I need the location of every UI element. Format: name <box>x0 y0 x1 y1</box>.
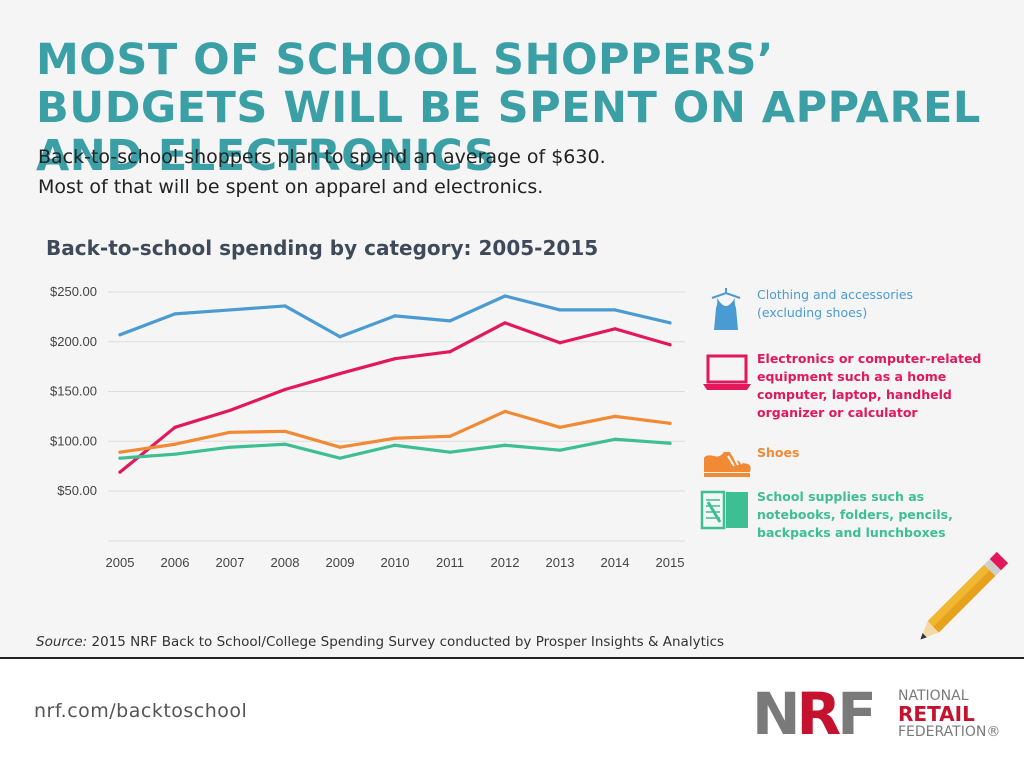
background-panel <box>0 0 1024 657</box>
x-tick-label: 2014 <box>601 555 630 570</box>
y-tick-label: $150.00 <box>50 384 97 399</box>
data-point-electronics <box>613 327 617 331</box>
nrf-logo-words: NATIONAL RETAIL FEDERATION® <box>898 688 1000 740</box>
data-point-supplies <box>393 443 397 447</box>
data-point-clothing <box>448 319 452 323</box>
x-tick-label: 2009 <box>326 555 355 570</box>
data-point-shoes <box>338 445 342 449</box>
data-point-electronics <box>503 321 507 325</box>
logo-letter-f: F <box>837 680 877 748</box>
data-point-electronics <box>393 357 397 361</box>
data-point-clothing <box>613 308 617 312</box>
legend-label-clothing: Clothing and accessories <box>757 287 914 302</box>
data-point-supplies <box>503 443 507 447</box>
data-point-clothing <box>228 308 232 312</box>
data-point-clothing <box>338 335 342 339</box>
data-point-shoes <box>558 425 562 429</box>
x-tick-label: 2007 <box>216 555 245 570</box>
y-tick-label: $50.00 <box>57 483 97 498</box>
y-tick-label: $250.00 <box>50 284 97 299</box>
nrf-logo: NRF NATIONAL RETAIL FEDERATION® <box>752 685 1002 743</box>
data-point-clothing <box>173 312 177 316</box>
subtitle-line-1: Back-to-school shoppers plan to spend an… <box>38 146 606 168</box>
data-point-supplies <box>338 456 342 460</box>
data-point-shoes <box>668 421 672 425</box>
data-point-supplies <box>668 441 672 445</box>
notebook-icon <box>700 490 748 530</box>
shoe-icon <box>704 452 751 477</box>
data-point-electronics <box>668 343 672 347</box>
x-tick-label: 2015 <box>656 555 685 570</box>
legend-label-shoes: Shoes <box>757 445 800 460</box>
page-title: MOST OF SCHOOL SHOPPERS’ BUDGETS WILL BE… <box>36 35 981 181</box>
x-tick-label: 2013 <box>546 555 575 570</box>
data-point-supplies <box>283 442 287 446</box>
legend-item-shoes: Shoes <box>700 440 987 484</box>
line-chart: $50.00 $100.00 $150.00 $200.00 $250.00 2005 20… <box>50 284 685 570</box>
data-point-electronics <box>338 371 342 376</box>
legend-note-clothing: (excluding shoes) <box>757 305 868 320</box>
x-tick-label: 2012 <box>491 555 520 570</box>
data-point-shoes <box>503 409 507 413</box>
data-point-shoes <box>448 434 452 438</box>
data-point-clothing <box>503 294 507 298</box>
laptop-icon <box>703 354 751 390</box>
x-tick-label: 2005 <box>106 555 135 570</box>
data-point-shoes <box>283 429 287 433</box>
logo-letter-n: N <box>752 680 801 748</box>
logo-word-retail: RETAIL <box>898 702 975 726</box>
legend-item-supplies: School supplies such as notebooks, folde… <box>700 488 987 542</box>
page-subtitle: Back-to-school shoppers plan to spend an… <box>38 142 606 202</box>
legend-label-electronics: Electronics or computer-related equipmen… <box>757 351 982 420</box>
data-point-electronics <box>118 470 122 474</box>
footer-url[interactable]: nrf.com/backtoschool <box>34 700 248 722</box>
data-point-electronics <box>558 341 562 345</box>
footer-divider <box>0 657 1024 659</box>
data-point-supplies <box>118 456 122 460</box>
data-point-shoes <box>393 436 397 440</box>
y-tick-label: $200.00 <box>50 334 97 349</box>
data-point-electronics <box>173 425 177 429</box>
source-label: Source: <box>36 634 88 650</box>
data-point-shoes <box>118 450 122 454</box>
data-point-supplies <box>558 448 562 452</box>
data-point-electronics <box>228 408 232 413</box>
data-point-supplies <box>613 437 617 441</box>
pencil-icon <box>920 551 1009 640</box>
data-point-clothing <box>558 308 562 312</box>
shirt-icon <box>711 288 741 330</box>
data-point-clothing <box>283 304 287 308</box>
data-point-supplies <box>228 445 232 449</box>
data-point-shoes <box>173 442 177 446</box>
legend-item-clothing: Clothing and accessories (excluding shoe… <box>700 286 987 330</box>
logo-letter-r: R <box>796 680 842 748</box>
data-point-electronics <box>448 350 452 354</box>
data-point-supplies <box>448 450 452 454</box>
nrf-logo-mark: NRF <box>752 685 877 743</box>
x-tick-label: 2006 <box>161 555 190 570</box>
y-tick-label: $100.00 <box>50 433 97 448</box>
source-note: Source: 2015 NRF Back to School/College … <box>36 634 724 650</box>
source-text: 2015 NRF Back to School/College Spending… <box>87 634 725 650</box>
logo-registered-mark: ® <box>986 724 1001 740</box>
data-point-supplies <box>173 452 177 456</box>
data-point-clothing <box>393 314 397 318</box>
subtitle-line-2: Most of that will be spent on apparel an… <box>38 176 544 198</box>
legend-label-supplies: School supplies such as notebooks, folde… <box>757 489 953 540</box>
data-point-electronics <box>283 387 287 392</box>
series-line-supplies <box>118 437 672 460</box>
data-point-clothing <box>668 321 672 325</box>
x-tick-label: 2011 <box>436 555 464 570</box>
logo-word-national: NATIONAL <box>898 688 969 704</box>
data-point-clothing <box>118 333 122 337</box>
data-point-shoes <box>228 430 232 434</box>
data-point-shoes <box>613 414 617 418</box>
chart-title: Back-to-school spending by category: 200… <box>46 236 599 260</box>
x-tick-label: 2010 <box>381 555 410 570</box>
logo-word-federation: FEDERATION <box>898 724 987 740</box>
x-tick-label: 2008 <box>271 555 300 570</box>
legend-item-electronics: Electronics or computer-related equipmen… <box>700 350 987 422</box>
